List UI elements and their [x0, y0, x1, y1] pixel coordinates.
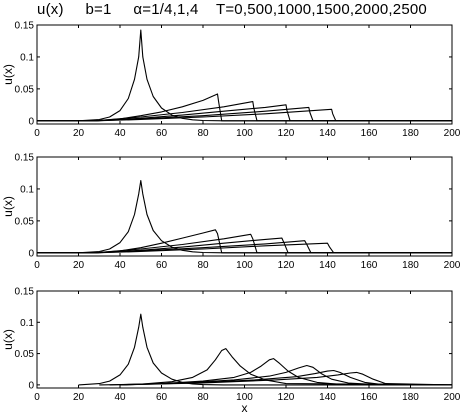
chart-panel-top: 0 20 40 60 80 100 120 140 160 180 200 0 0.05 0.1 0.15 u… [1, 21, 461, 140]
x-tick-label: 120 [278, 260, 295, 271]
series-line-0 [78, 29, 452, 122]
x-tick-label: 80 [197, 392, 209, 403]
x-tick-label: 0 [34, 392, 40, 403]
x-tick-label: 160 [361, 128, 378, 139]
y-tick-label: 0.05 [15, 216, 35, 227]
y-axis-label: u(x) [1, 64, 15, 85]
x-tick-label: 200 [444, 392, 461, 403]
series-line-2 [37, 233, 452, 254]
y-tick-label: 0 [28, 248, 34, 259]
x-tick-label: 60 [156, 392, 168, 403]
series-line-5 [37, 108, 452, 122]
x-tick-label: 40 [114, 260, 126, 271]
series-line-0 [78, 180, 452, 254]
y-axis-label: u(x) [1, 329, 15, 350]
x-axis-label: x [242, 401, 248, 415]
y-tick-label: 0.15 [15, 153, 35, 164]
x-tick-label: 200 [444, 260, 461, 271]
y-tick-label: 0.15 [15, 21, 35, 32]
x-tick-label: 20 [73, 260, 85, 271]
y-tick-label: 0 [28, 380, 34, 391]
y-tick-label: 0.1 [20, 52, 34, 63]
x-tick-label: 20 [73, 392, 85, 403]
series-line-1 [37, 93, 452, 122]
x-tick-label: 140 [319, 128, 336, 139]
x-tick-label: 180 [402, 392, 419, 403]
x-tick-label: 100 [236, 260, 253, 271]
chart-panel-bottom: 0 20 40 60 80 100 120 140 160 180 200 0 0.05 0.1 0.15 u… [1, 287, 461, 416]
x-tick-label: 100 [236, 392, 253, 403]
x-tick-label: 160 [361, 260, 378, 271]
y-tick-label: 0.1 [20, 184, 34, 195]
y-tick-label: 0.05 [15, 84, 35, 95]
y-axis-label: u(x) [1, 196, 15, 217]
chart-panel-middle: 0 20 40 60 80 100 120 140 160 180 200 0 0.05 0.1 0.15 u… [1, 153, 461, 272]
x-tick-label: 140 [319, 260, 336, 271]
figure-title: u(x) b=1 α=1/4,1,4 T=0,500,1000,1500,200… [37, 1, 427, 18]
x-tick-label: 0 [34, 128, 40, 139]
series-line-5 [119, 371, 453, 386]
x-tick-label: 100 [236, 128, 253, 139]
x-tick-label: 80 [197, 128, 209, 139]
x-tick-label: 40 [114, 128, 126, 139]
x-tick-label: 80 [197, 260, 209, 271]
x-tick-label: 120 [278, 392, 295, 403]
series-line-4 [119, 369, 453, 386]
x-tick-label: 160 [361, 392, 378, 403]
x-tick-label: 140 [319, 392, 336, 403]
x-tick-label: 0 [34, 260, 40, 271]
x-tick-label: 120 [278, 128, 295, 139]
axes-frame [36, 290, 453, 389]
y-tick-label: 0 [28, 116, 34, 127]
x-tick-label: 60 [156, 128, 168, 139]
x-tick-label: 200 [444, 128, 461, 139]
x-tick-label: 180 [402, 128, 419, 139]
series-line-5 [37, 242, 452, 254]
x-tick-label: 60 [156, 260, 168, 271]
y-tick-label: 0.1 [20, 318, 34, 329]
series-line-2 [37, 101, 452, 122]
y-tick-label: 0.05 [15, 349, 35, 360]
x-tick-label: 180 [402, 260, 419, 271]
series-line-3 [119, 364, 453, 386]
series-line-2 [109, 358, 453, 386]
x-tick-label: 40 [114, 392, 126, 403]
x-tick-label: 20 [73, 128, 85, 139]
y-tick-label: 0.15 [15, 287, 35, 298]
series-line-0 [78, 313, 452, 386]
